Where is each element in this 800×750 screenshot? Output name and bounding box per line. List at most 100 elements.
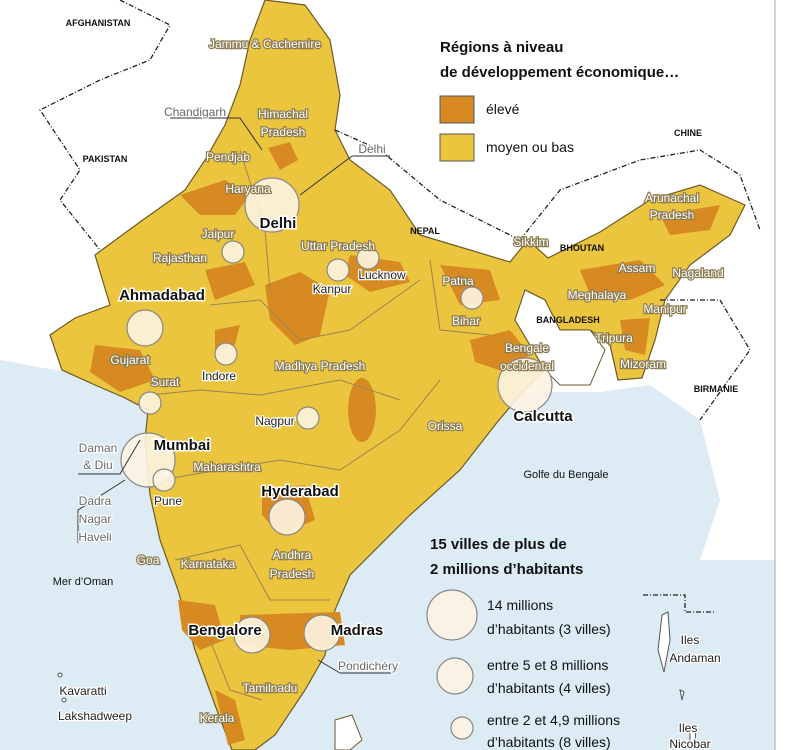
city-circle-medium: [233, 616, 271, 654]
state-label: Karnataka: [181, 557, 236, 571]
state-label: Assam: [619, 261, 656, 275]
legend-title: 15 villes de plus de: [430, 536, 567, 553]
island-label: Nicobar: [669, 737, 710, 750]
city-circle-medium: [126, 309, 164, 347]
state-label: Madhya Pradesh: [275, 359, 366, 373]
city-label: Jaipur: [202, 227, 235, 241]
city-label: Kanpur: [313, 282, 352, 296]
legend-item: entre 5 et 8 millions: [487, 657, 608, 673]
city-circle-large: [244, 177, 300, 233]
island-label: Iles: [681, 633, 700, 647]
city-label: Chandigarh: [164, 105, 226, 119]
city-label: & Diu: [83, 458, 112, 472]
city-label: Indore: [202, 369, 236, 383]
country-label: PAKISTAN: [83, 154, 128, 164]
state-label: Mizoram: [620, 357, 666, 371]
city-circle-medium: [268, 498, 306, 536]
state-label: Nagaland: [672, 266, 723, 280]
legend-item: d’habitants (8 villes): [487, 734, 611, 750]
island-label: Iles: [679, 721, 698, 735]
city-label: Pondichéry: [338, 659, 398, 673]
state-label: Pendjab: [206, 150, 250, 164]
country-label: BHOUTAN: [560, 243, 604, 253]
sea-label: Golfe du Bengale: [523, 469, 608, 481]
city-label: Mumbai: [154, 437, 211, 454]
city-circle-small: [221, 240, 245, 264]
legend-circle: [426, 589, 478, 641]
state-label: Pradesh: [270, 567, 315, 581]
city-label: Bengalore: [188, 622, 261, 639]
leaders: [77, 117, 392, 674]
state-label: Goa: [137, 553, 160, 567]
state-label: Andhra: [273, 548, 312, 562]
city-label: Calcutta: [513, 408, 573, 425]
state-label: Sikkim: [513, 235, 548, 249]
sri-lanka: [334, 714, 363, 750]
country-label: BANGLADESH: [536, 315, 600, 325]
state-label: Maharashtra: [193, 460, 261, 474]
city-circle-small: [356, 246, 380, 270]
legend-item: entre 2 et 4,9 millions: [487, 712, 620, 728]
islands: [57, 611, 697, 746]
city-label: Surat: [151, 375, 180, 389]
legend-item: 14 millions: [487, 597, 553, 613]
city-circle-small: [152, 468, 176, 492]
city-label: Madras: [331, 622, 384, 639]
city-circle-small: [214, 342, 238, 366]
state-label: Rajasthan: [153, 251, 207, 265]
legend-item: élevé: [486, 101, 520, 117]
city-circle-small: [326, 258, 350, 282]
legend-item: moyen ou bas: [486, 139, 574, 155]
city-circle-large: [497, 357, 553, 413]
state-label: Tamilnadu: [243, 681, 298, 695]
legend-title: 2 millions d’habitants: [430, 561, 583, 578]
state-label: occidental: [500, 359, 554, 373]
city-circle-small: [138, 391, 162, 415]
island-label: Lakshadweep: [58, 709, 132, 723]
legend-item: d’habitants (3 villes): [487, 621, 611, 637]
state-label: Jammu & Cachemire: [209, 37, 321, 51]
city-label: Nagpur: [255, 414, 294, 428]
city-circle-small: [296, 406, 320, 430]
city-label: Daman: [79, 441, 118, 455]
state-label: Bengale: [505, 341, 549, 355]
state-label: Pradesh: [261, 125, 306, 139]
city-label: Lucknow: [358, 268, 406, 282]
country-label: NEPAL: [410, 226, 440, 236]
country-label: BIRMANIE: [694, 384, 739, 394]
state-label: Haryana: [225, 182, 271, 196]
intl-borders: [39, 0, 761, 613]
legend-circle: [450, 716, 474, 740]
bangladesh: [514, 289, 606, 386]
island-label: Kavaratti: [59, 684, 106, 698]
city-circle-medium: [303, 614, 341, 652]
city-label: Delhi: [358, 142, 385, 156]
page-margin: [775, 0, 800, 750]
city-circles: [120, 177, 553, 654]
sea: [0, 360, 120, 395]
island-label: Andaman: [669, 651, 720, 665]
state-label: Uttar Pradesh: [301, 239, 375, 253]
city-label: Haveli: [78, 530, 111, 544]
state-label: Kerala: [200, 711, 235, 725]
state-label: Himachal: [258, 107, 308, 121]
state-label: Tripura: [595, 331, 633, 345]
sea-label: Mer d’Oman: [53, 576, 114, 588]
legend-title: Régions à niveau: [440, 39, 563, 56]
legend-title: de développement économique…: [440, 64, 679, 81]
state-label: Pradesh: [650, 208, 695, 222]
legend-item: d’habitants (4 villes): [487, 680, 611, 696]
state-label: Bihar: [452, 314, 480, 328]
state-label: Manipur: [643, 302, 686, 316]
city-label: Delhi: [260, 215, 297, 232]
state-label: Orissa: [428, 419, 463, 433]
legend-swatch: [439, 95, 475, 124]
country-label: CHINE: [674, 128, 702, 138]
city-label: Ahmadabad: [119, 287, 205, 304]
country-label: AFGHANISTAN: [66, 18, 131, 28]
city-circle-small: [460, 286, 484, 310]
city-label: Nagar: [79, 512, 112, 526]
city-label: Dadra: [79, 494, 112, 508]
legend-circle: [436, 657, 474, 695]
